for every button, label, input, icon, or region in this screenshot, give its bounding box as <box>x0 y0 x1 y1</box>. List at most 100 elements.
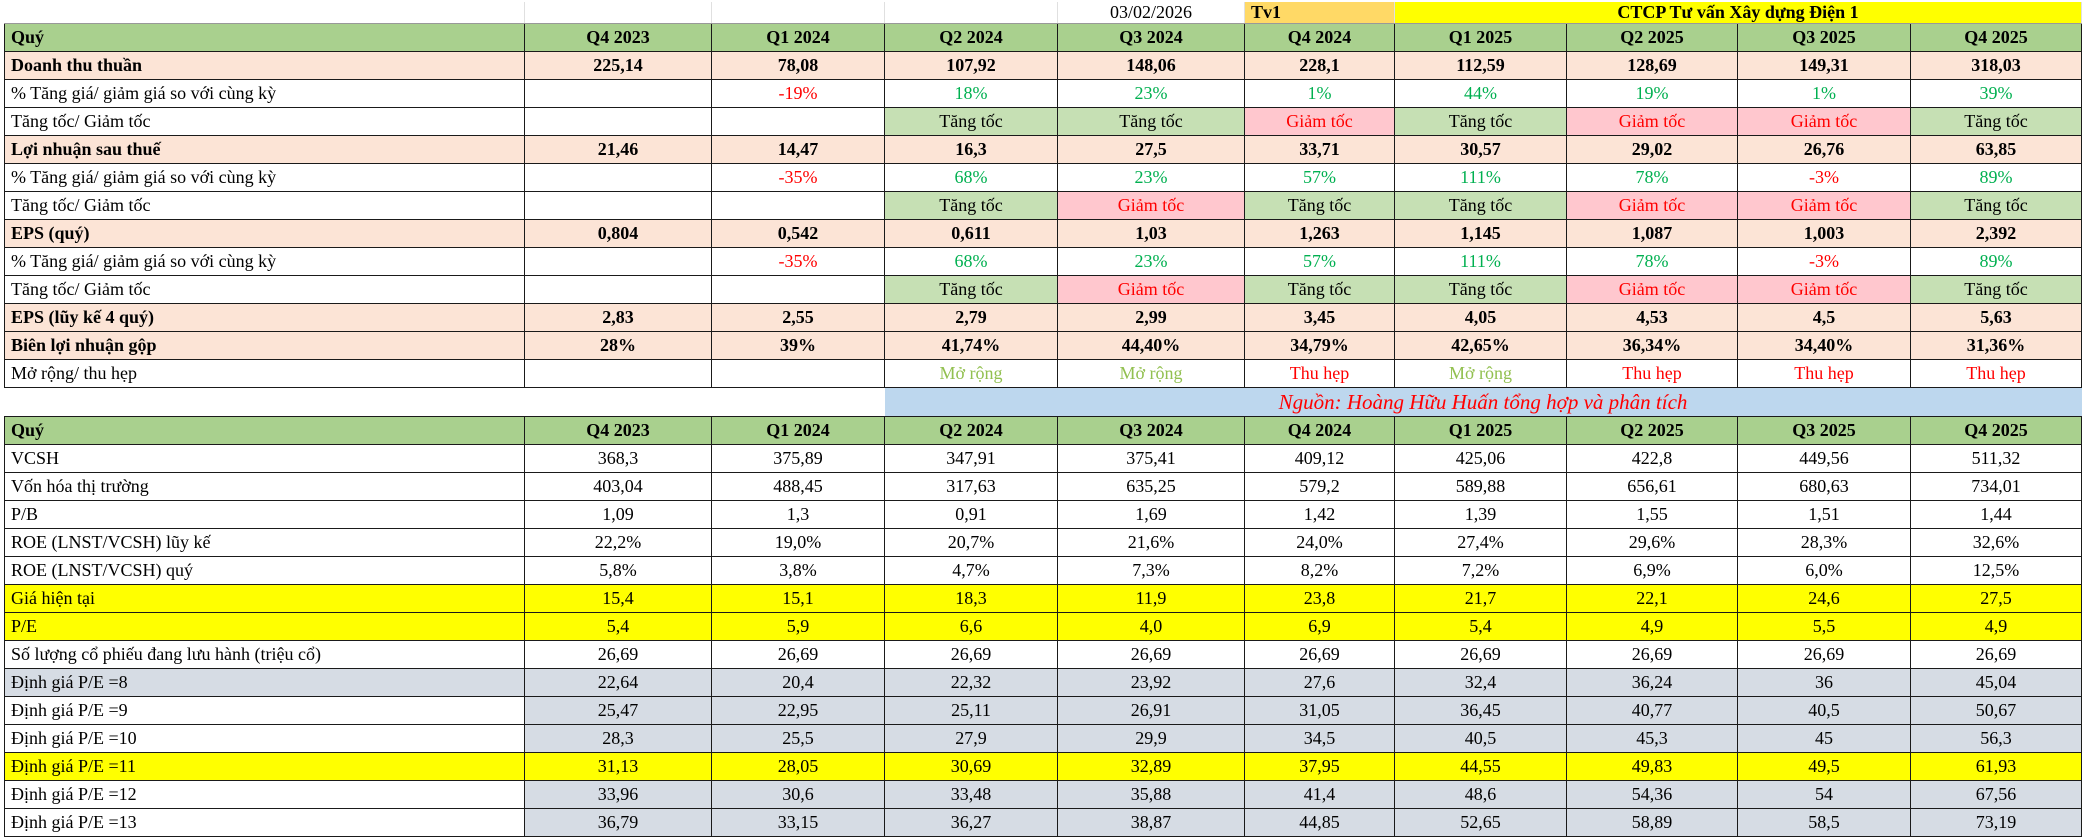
value-cell[interactable]: 403,04 <box>524 472 712 501</box>
value-cell[interactable]: 375,89 <box>711 444 885 473</box>
header-quarter[interactable]: Q1 2025 <box>1394 416 1567 445</box>
value-cell[interactable]: 4,7% <box>884 556 1058 585</box>
value-cell[interactable]: 22,1 <box>1566 584 1738 613</box>
value-cell[interactable]: Mở rộng <box>1394 359 1567 388</box>
value-cell[interactable]: 21,6% <box>1057 528 1245 557</box>
value-cell[interactable]: 29,6% <box>1566 528 1738 557</box>
value-cell[interactable]: 449,56 <box>1737 444 1911 473</box>
value-cell[interactable]: Thu hẹp <box>1910 359 2082 388</box>
value-cell[interactable]: 27,5 <box>1057 135 1245 164</box>
value-cell[interactable]: 22,32 <box>884 668 1058 697</box>
value-cell[interactable]: 34,79% <box>1244 331 1395 360</box>
value-cell[interactable]: Giảm tốc <box>1057 275 1245 304</box>
value-cell[interactable]: 4,9 <box>1910 612 2082 641</box>
value-cell[interactable]: Giảm tốc <box>1244 107 1395 136</box>
value-cell[interactable]: 25,11 <box>884 696 1058 725</box>
value-cell[interactable]: 89% <box>1910 163 2082 192</box>
value-cell[interactable]: 14,47 <box>711 135 885 164</box>
value-cell[interactable]: 19% <box>1566 79 1738 108</box>
value-cell[interactable]: 4,9 <box>1566 612 1738 641</box>
value-cell[interactable]: 2,83 <box>524 303 712 332</box>
value-cell[interactable]: -3% <box>1737 163 1911 192</box>
value-cell[interactable]: 149,31 <box>1737 51 1911 80</box>
value-cell[interactable]: 12,5% <box>1910 556 2082 585</box>
value-cell[interactable]: 39% <box>711 331 885 360</box>
value-cell[interactable]: 734,01 <box>1910 472 2082 501</box>
value-cell[interactable]: 1,69 <box>1057 500 1245 529</box>
value-cell[interactable]: 49,83 <box>1566 752 1738 781</box>
value-cell[interactable]: 54,36 <box>1566 780 1738 809</box>
value-cell[interactable]: 31,36% <box>1910 331 2082 360</box>
value-cell[interactable]: 67,56 <box>1910 780 2082 809</box>
value-cell[interactable]: Giảm tốc <box>1566 275 1738 304</box>
value-cell[interactable] <box>711 359 885 388</box>
value-cell[interactable]: 2,79 <box>884 303 1058 332</box>
value-cell[interactable]: 27,5 <box>1910 584 2082 613</box>
value-cell[interactable]: 3,8% <box>711 556 885 585</box>
value-cell[interactable]: 0,542 <box>711 219 885 248</box>
value-cell[interactable]: 5,5 <box>1737 612 1911 641</box>
value-cell[interactable]: 1,003 <box>1737 219 1911 248</box>
value-cell[interactable]: Tăng tốc <box>1057 107 1245 136</box>
value-cell[interactable]: 6,9% <box>1566 556 1738 585</box>
value-cell[interactable]: 1,03 <box>1057 219 1245 248</box>
value-cell[interactable]: 39% <box>1910 79 2082 108</box>
value-cell[interactable] <box>524 107 712 136</box>
value-cell[interactable]: 18,3 <box>884 584 1058 613</box>
value-cell[interactable]: 128,69 <box>1566 51 1738 80</box>
value-cell[interactable]: 36,27 <box>884 808 1058 837</box>
value-cell[interactable]: 15,4 <box>524 584 712 613</box>
value-cell[interactable]: Giảm tốc <box>1737 107 1911 136</box>
cell[interactable] <box>4 2 525 24</box>
value-cell[interactable]: Tăng tốc <box>1394 191 1567 220</box>
value-cell[interactable]: 27,9 <box>884 724 1058 753</box>
value-cell[interactable]: 1,3 <box>711 500 885 529</box>
value-cell[interactable]: 589,88 <box>1394 472 1567 501</box>
value-cell[interactable] <box>524 163 712 192</box>
value-cell[interactable]: 36 <box>1737 668 1911 697</box>
value-cell[interactable]: 49,5 <box>1737 752 1911 781</box>
value-cell[interactable]: 5,63 <box>1910 303 2082 332</box>
value-cell[interactable] <box>524 79 712 108</box>
value-cell[interactable]: 1% <box>1737 79 1911 108</box>
value-cell[interactable]: 44,40% <box>1057 331 1245 360</box>
value-cell[interactable]: 45,3 <box>1566 724 1738 753</box>
header-quarter[interactable]: Q4 2023 <box>524 416 712 445</box>
value-cell[interactable]: Thu hẹp <box>1737 359 1911 388</box>
value-cell[interactable]: 4,05 <box>1394 303 1567 332</box>
value-cell[interactable]: 19,0% <box>711 528 885 557</box>
value-cell[interactable]: 35,88 <box>1057 780 1245 809</box>
value-cell[interactable]: 26,69 <box>1910 640 2082 669</box>
value-cell[interactable]: 347,91 <box>884 444 1058 473</box>
value-cell[interactable]: 32,89 <box>1057 752 1245 781</box>
value-cell[interactable]: 24,0% <box>1244 528 1395 557</box>
value-cell[interactable]: Tăng tốc <box>1910 275 2082 304</box>
value-cell[interactable]: 44,55 <box>1394 752 1567 781</box>
value-cell[interactable]: 29,02 <box>1566 135 1738 164</box>
row-label[interactable]: % Tăng giá/ giảm giá so với cùng kỳ <box>4 163 525 192</box>
value-cell[interactable]: 40,5 <box>1394 724 1567 753</box>
value-cell[interactable]: 26,69 <box>1566 640 1738 669</box>
header-quarter[interactable]: Q1 2025 <box>1394 23 1567 52</box>
cell[interactable] <box>711 387 885 417</box>
row-label[interactable]: Doanh thu thuần <box>4 51 525 80</box>
value-cell[interactable]: 31,13 <box>524 752 712 781</box>
value-cell[interactable]: 32,4 <box>1394 668 1567 697</box>
value-cell[interactable]: 68% <box>884 247 1058 276</box>
value-cell[interactable]: 26,76 <box>1737 135 1911 164</box>
value-cell[interactable]: 23,92 <box>1057 668 1245 697</box>
value-cell[interactable]: 33,15 <box>711 808 885 837</box>
value-cell[interactable]: 26,69 <box>884 640 1058 669</box>
value-cell[interactable]: 40,5 <box>1737 696 1911 725</box>
value-cell[interactable]: 579,2 <box>1244 472 1395 501</box>
value-cell[interactable]: 28,3 <box>524 724 712 753</box>
row-label[interactable]: Biên lợi nhuận gộp <box>4 331 525 360</box>
value-cell[interactable] <box>711 107 885 136</box>
value-cell[interactable]: 112,59 <box>1394 51 1567 80</box>
value-cell[interactable]: 20,7% <box>884 528 1058 557</box>
row-label[interactable]: Vốn hóa thị trường <box>4 472 525 501</box>
value-cell[interactable]: 21,46 <box>524 135 712 164</box>
value-cell[interactable]: 42,65% <box>1394 331 1567 360</box>
value-cell[interactable]: Giảm tốc <box>1566 191 1738 220</box>
value-cell[interactable]: 7,3% <box>1057 556 1245 585</box>
